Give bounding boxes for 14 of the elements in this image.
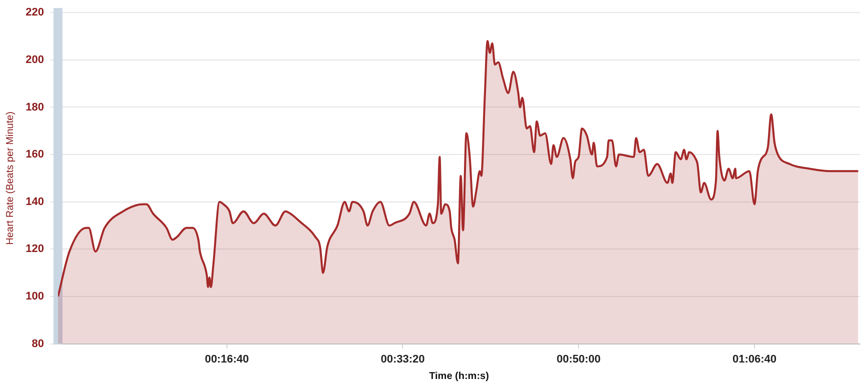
y-tick-label: 160 [26, 148, 44, 161]
y-tick-label: 200 [26, 54, 44, 66]
x-tick-label: 01:06:40 [732, 353, 776, 366]
x-tick-label: 00:50:00 [556, 353, 601, 366]
y-tick-label: 180 [26, 101, 44, 114]
x-tick-label: 00:33:20 [380, 353, 425, 366]
x-tick-label: 00:16:40 [204, 353, 249, 366]
y-tick-label: 140 [26, 196, 44, 208]
y-tick-label: 120 [26, 243, 44, 256]
y-tick-label: 80 [32, 338, 44, 350]
y-tick-label: 220 [26, 6, 44, 19]
y-axis-title: Heart Rate (Beats per Minute) [4, 112, 16, 245]
y-tick-label: 100 [26, 290, 44, 303]
x-axis-title: Time (h:m:s) [429, 370, 489, 382]
